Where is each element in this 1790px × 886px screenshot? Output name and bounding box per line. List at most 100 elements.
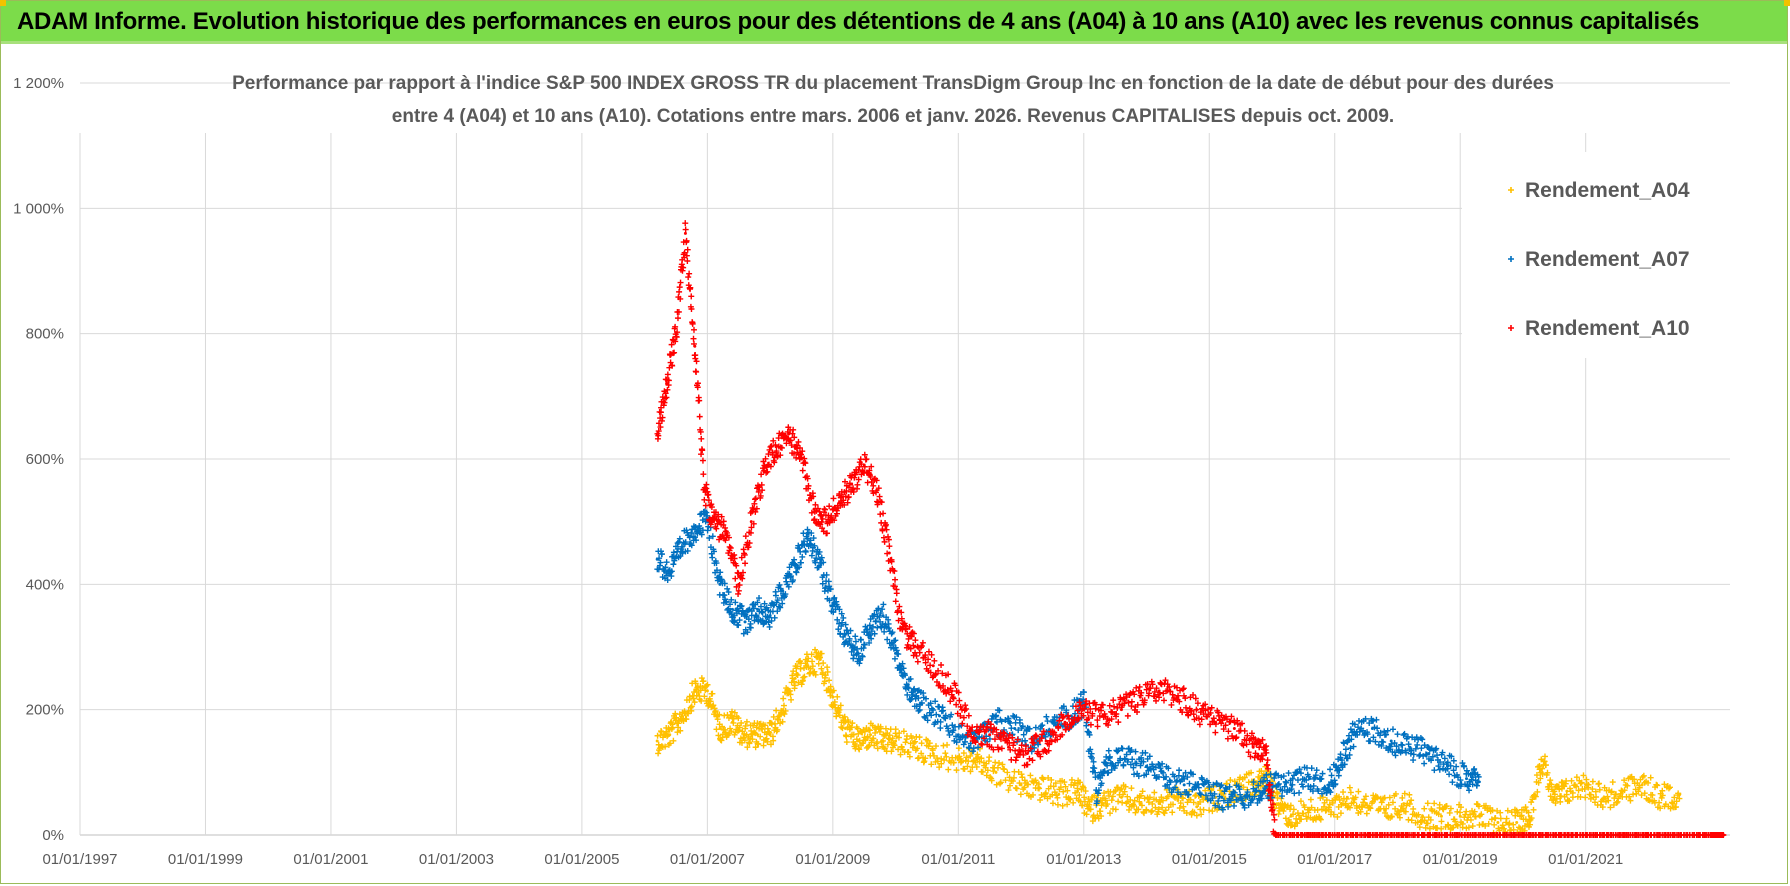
scatter-marker <box>711 513 718 520</box>
scatter-marker <box>785 583 792 590</box>
scatter-marker <box>1259 778 1266 785</box>
scatter-marker <box>1001 730 1008 737</box>
scatter-marker <box>964 723 971 730</box>
scatter-marker <box>1673 803 1680 810</box>
legend-label: Rendement_A10 <box>1525 317 1690 340</box>
scatter-marker <box>713 726 720 733</box>
scatter-marker <box>1032 724 1039 731</box>
scatter-marker <box>1608 788 1615 795</box>
scatter-marker <box>933 670 940 677</box>
scatter-marker <box>1412 745 1419 752</box>
scatter-marker <box>1171 773 1178 780</box>
scatter-marker <box>980 735 987 742</box>
scatter-marker <box>999 761 1006 768</box>
scatter-marker <box>1580 772 1587 779</box>
scatter-marker <box>1232 735 1239 742</box>
scatter-marker <box>774 726 781 733</box>
scatter-marker <box>703 509 710 516</box>
scatter-marker <box>1383 731 1390 738</box>
scatter-marker <box>1064 801 1071 808</box>
scatter-marker <box>677 727 684 734</box>
scatter-marker <box>662 743 669 750</box>
scatter-marker <box>1400 732 1407 739</box>
scatter-marker <box>1188 707 1195 714</box>
scatter-marker <box>1264 757 1271 764</box>
scatter-marker <box>1563 777 1570 784</box>
scatter-marker <box>1336 767 1343 774</box>
scatter-marker <box>1131 802 1137 809</box>
scatter-marker <box>839 619 846 626</box>
scatter-marker <box>834 616 841 623</box>
x-tick-label: 01/01/1999 <box>168 851 243 868</box>
scatter-marker <box>1056 717 1063 724</box>
scatter-marker <box>1176 767 1183 774</box>
scatter-marker <box>1269 801 1276 808</box>
scatter-marker <box>1122 783 1129 790</box>
scatter-marker <box>891 655 898 662</box>
scatter-marker <box>1079 783 1086 790</box>
scatter-marker <box>930 752 937 759</box>
scatter-marker <box>1419 736 1426 743</box>
scatter-marker <box>1303 815 1310 822</box>
scatter-marker <box>1535 779 1542 786</box>
scatter-marker <box>843 739 850 746</box>
scatter-marker <box>1427 816 1434 823</box>
scatter-marker <box>1153 796 1160 803</box>
scatter-marker <box>1147 685 1154 692</box>
scatter-marker <box>963 754 970 761</box>
scatter-marker <box>877 511 884 518</box>
scatter-marker <box>713 560 720 567</box>
scatter-marker <box>1149 800 1156 807</box>
scatter-marker <box>1457 809 1464 816</box>
scatter-marker <box>1076 792 1083 799</box>
scatter-marker <box>916 706 923 713</box>
scatter-marker <box>1231 789 1238 796</box>
scatter-marker <box>1076 779 1083 786</box>
scatter-marker <box>1428 757 1435 764</box>
scatter-marker <box>793 442 800 449</box>
scatter-marker <box>827 683 834 690</box>
scatter-marker <box>1182 695 1189 702</box>
scatter-marker <box>922 695 929 702</box>
scatter-marker <box>1639 774 1646 781</box>
scatter-marker <box>1381 794 1388 801</box>
legend-label: Rendement_A07 <box>1525 248 1690 271</box>
scatter-marker <box>1348 736 1355 743</box>
scatter-marker <box>991 736 998 743</box>
scatter-marker <box>1499 822 1506 829</box>
scatter-marker <box>823 571 830 578</box>
data-point <box>1515 820 1519 824</box>
scatter-marker <box>900 728 907 735</box>
scatter-marker <box>1296 789 1303 796</box>
scatter-marker <box>1127 796 1134 803</box>
scatter-marker <box>1180 803 1187 810</box>
scatter-marker <box>1419 814 1426 821</box>
scatter-marker <box>1573 783 1580 790</box>
scatter-marker <box>916 734 923 741</box>
scatter-marker <box>1399 794 1406 801</box>
scatter-marker <box>659 414 666 421</box>
scatter-marker <box>1227 718 1234 725</box>
scatter-marker <box>1042 791 1049 798</box>
scatter-marker <box>867 616 874 623</box>
scatter-marker <box>707 698 714 705</box>
scatter-marker <box>1209 795 1216 802</box>
scatter-marker <box>883 526 890 533</box>
chart-title-line-2: entre 4 (A04) et 10 ans (A10). Cotations… <box>392 106 1394 127</box>
scatter-marker <box>668 341 675 348</box>
scatter-marker <box>1106 753 1113 760</box>
x-tick-label: 01/01/2017 <box>1297 851 1372 868</box>
scatter-marker <box>705 491 712 498</box>
scatter-marker <box>1026 725 1033 732</box>
scatter-marker <box>896 730 903 737</box>
scatter-marker <box>928 651 935 658</box>
scatter-marker <box>1128 747 1135 754</box>
scatter-marker <box>932 698 939 705</box>
scatter-marker <box>1010 739 1017 746</box>
scatter-marker <box>870 735 877 742</box>
scatter-marker <box>1227 797 1234 804</box>
scatter-marker <box>1038 723 1044 730</box>
scatter-marker <box>1059 714 1066 721</box>
scatter-marker <box>811 668 818 675</box>
scatter-marker <box>1177 791 1184 798</box>
